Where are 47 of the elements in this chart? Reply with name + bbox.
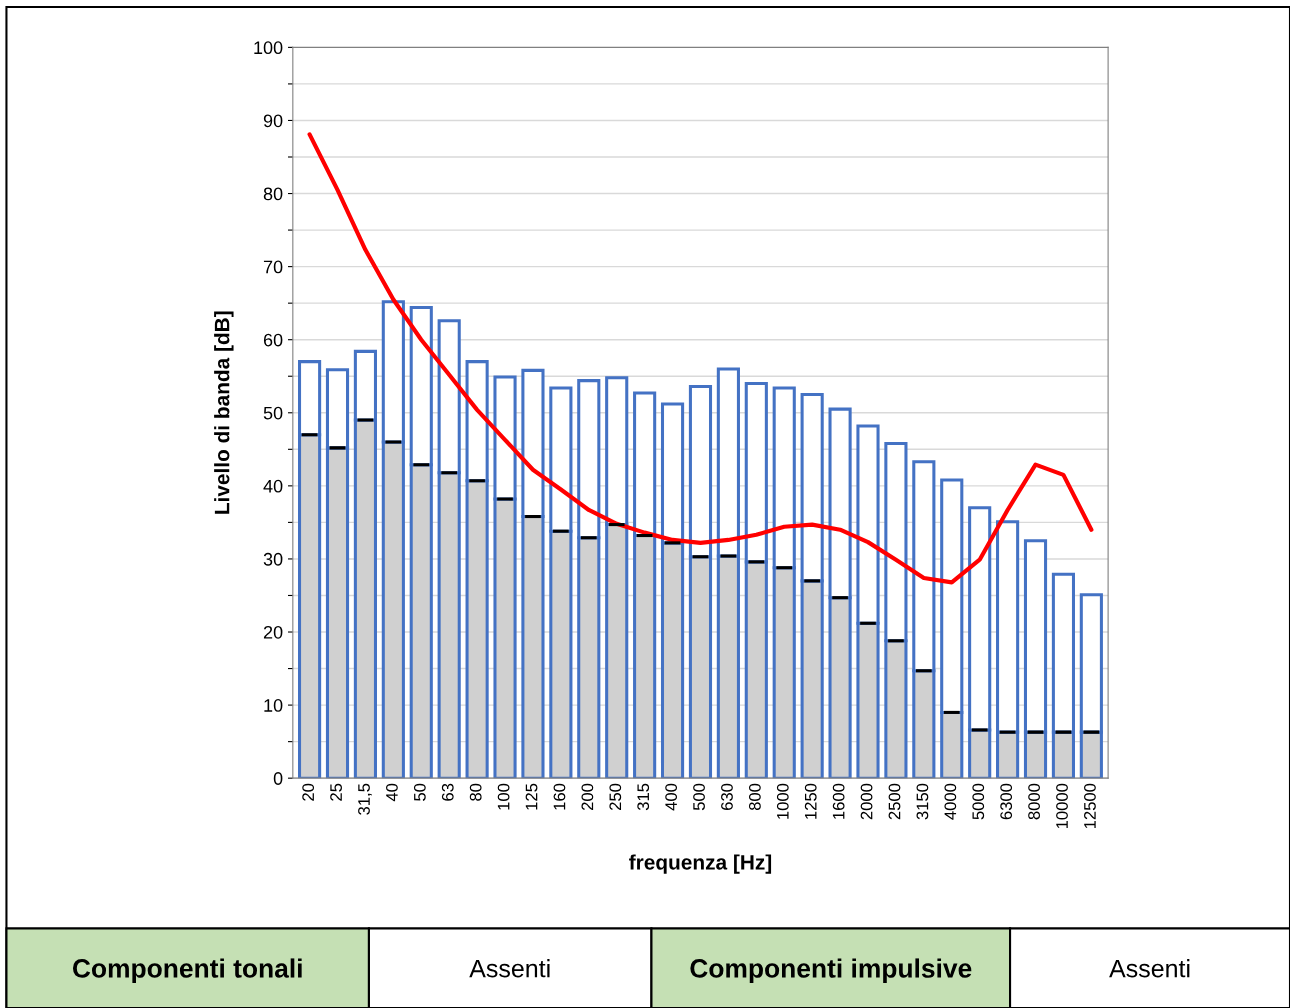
y-tick-label: 40: [263, 479, 283, 493]
x-tick-label: 3150: [916, 783, 929, 820]
x-tick-label: 125: [525, 783, 538, 810]
x-tick-label: 10000: [1056, 783, 1068, 829]
x-tick-label: 1000: [776, 783, 789, 819]
x-tick-label: 2500: [888, 783, 901, 820]
y-tick-label: 100: [254, 41, 283, 55]
y-tick-label: 10: [264, 699, 283, 712]
x-tick-label: 500: [693, 783, 705, 811]
y-tick-label: 20: [263, 625, 283, 639]
x-tick-label: 5000: [972, 783, 985, 820]
x-tick-label: 40: [386, 783, 398, 802]
y-tick-label: 80: [263, 187, 283, 201]
x-tick-label: 800: [748, 783, 761, 811]
x-tick-label: 250: [609, 783, 622, 810]
x-tick-label: 31,5: [358, 783, 372, 815]
x-tick-label: 20: [302, 783, 315, 801]
y-tick-label: 50: [263, 406, 283, 420]
x-tick-label: 315: [637, 783, 650, 811]
x-tick-label: 100: [497, 783, 510, 810]
x-tick-label: 63: [441, 783, 454, 801]
x-tick-label: 25: [330, 783, 342, 801]
y-tick-label: 30: [263, 552, 283, 566]
x-tick-label: 2000: [860, 783, 873, 820]
y-tick-label: 70: [263, 260, 283, 274]
x-tick-label: 6300: [1000, 783, 1013, 820]
x-tick-label: 12500: [1084, 783, 1096, 829]
text: Assenti: [469, 959, 550, 978]
text: Componenti tonali: [72, 958, 302, 983]
x-axis-title: frequenza [Hz]: [629, 854, 772, 874]
y-tick-label: 60: [263, 333, 283, 347]
x-tick-label: 1600: [832, 783, 845, 819]
x-tick-label: 630: [721, 783, 733, 810]
text: Assenti: [1109, 959, 1190, 978]
x-tick-label: 400: [665, 783, 678, 811]
x-tick-label: 1250: [804, 783, 817, 819]
text: Componenti impulsive: [690, 958, 972, 983]
y-tick-label: 90: [263, 114, 283, 128]
x-tick-label: 4000: [944, 783, 957, 820]
x-tick-label: 8000: [1028, 783, 1040, 820]
line-series: [307, 132, 1094, 585]
x-tick-label: 160: [553, 783, 566, 810]
x-tick-label: 200: [581, 783, 594, 810]
x-tick-label: 80: [469, 783, 482, 801]
x-tick-label: 50: [413, 783, 426, 801]
y-tick-label: 0: [273, 772, 283, 785]
y-axis-title: Livello di banda [dB]: [214, 311, 234, 514]
